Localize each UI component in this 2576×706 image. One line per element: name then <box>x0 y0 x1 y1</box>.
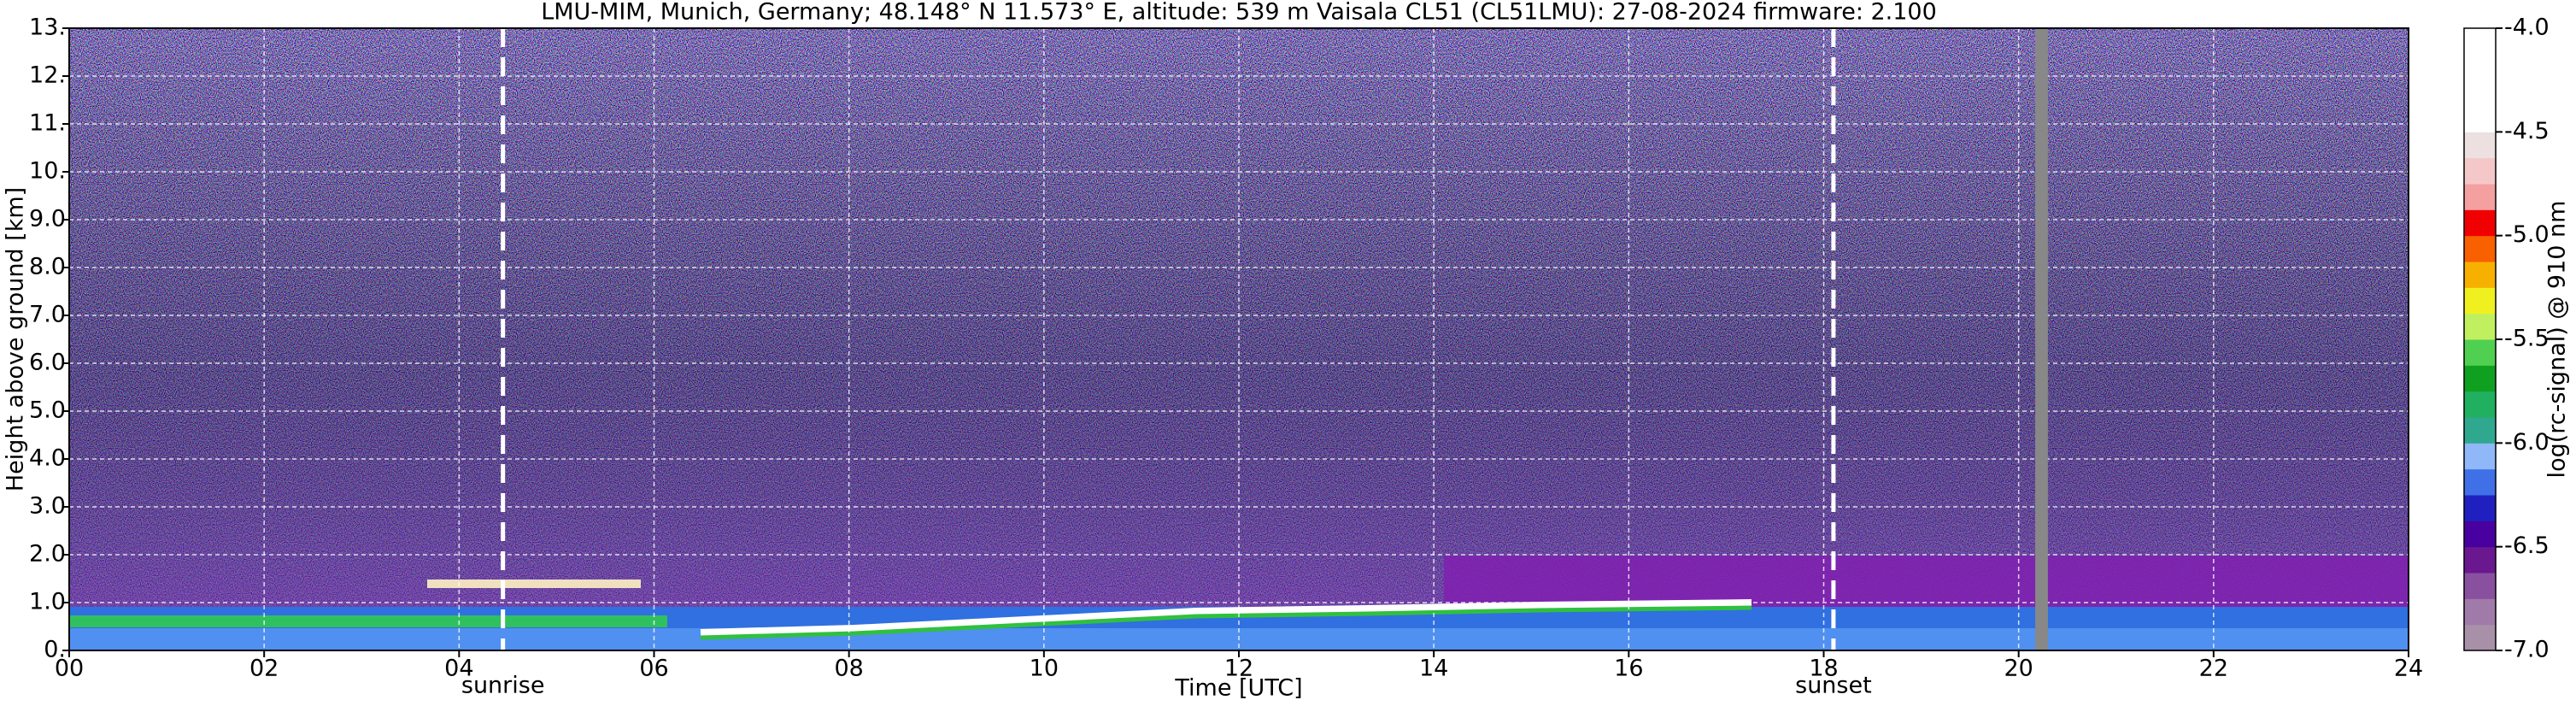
y-tick-label: 13. <box>29 15 66 41</box>
x-tick-label: 04 <box>444 656 473 682</box>
colorbar-segment <box>2464 235 2496 262</box>
colorbar-segment <box>2464 313 2496 340</box>
colorbar-segment <box>2464 157 2496 185</box>
colorbar-segment <box>2464 28 2496 55</box>
colorbar-segment <box>2464 546 2496 574</box>
colorbar-tick-label: -6.0 <box>2504 429 2550 456</box>
colorbar-segment <box>2464 365 2496 392</box>
colorbar-segment <box>2464 79 2496 107</box>
y-tick-label: 10. <box>29 158 66 185</box>
colorbar-segment <box>2464 106 2496 132</box>
colorbar-tick-label: -7.0 <box>2504 637 2550 663</box>
x-tick-label: 14 <box>1419 656 1448 682</box>
y-tick-label: 11. <box>29 110 66 137</box>
marks <box>501 28 2048 650</box>
data-gap <box>2035 28 2048 650</box>
x-tick-label: 18 <box>1809 656 1838 682</box>
x-tick-label: 00 <box>55 656 84 682</box>
y-tick-label: 8.0 <box>29 254 66 280</box>
y-tick-label: 6.0 <box>29 350 66 376</box>
colorbar-tick-label: -4.0 <box>2504 15 2550 41</box>
chart-title: LMU-MIM, Munich, Germany; 48.148° N 11.5… <box>541 0 1937 26</box>
y-tick-label: 2.0 <box>29 541 66 568</box>
y-tick-label: 4.0 <box>29 445 66 472</box>
x-tick-label: 24 <box>2394 656 2423 682</box>
annotation-label: sunset <box>1795 673 1872 699</box>
colorbar-segment <box>2464 391 2496 418</box>
colorbar-segment <box>2464 209 2496 237</box>
colorbar-tick-label: -6.5 <box>2504 532 2550 559</box>
colorbar-segment <box>2464 184 2496 210</box>
x-tick-label: 02 <box>249 656 279 682</box>
x-tick-label: 20 <box>2004 656 2033 682</box>
y-tick-label: 5.0 <box>29 397 66 424</box>
colorbar-segment <box>2464 417 2496 444</box>
colorbar-segment <box>2464 598 2496 626</box>
x-tick-label: 22 <box>2199 656 2228 682</box>
colorbar-segment <box>2464 468 2496 496</box>
colorbar-tick-label: -4.5 <box>2504 118 2550 144</box>
x-tick-label: 08 <box>834 656 863 682</box>
y-tick-label: 3.0 <box>29 493 66 520</box>
x-axis-label: Time [UTC] <box>1174 675 1302 702</box>
colorbar-segment <box>2464 495 2496 521</box>
colorbar-segment <box>2464 287 2496 315</box>
colorbar-segment <box>2464 262 2496 288</box>
colorbar-tick-label: -5.0 <box>2504 221 2550 248</box>
colorbar-label: log(rc-signal) @ 910 nm <box>2544 201 2571 479</box>
colorbar-segment <box>2464 624 2496 651</box>
colorbar-segment <box>2464 132 2496 159</box>
x-tick-label: 06 <box>639 656 668 682</box>
colorbar-segment <box>2464 443 2496 470</box>
y-tick-label: 12. <box>29 62 66 89</box>
x-tick-label: 10 <box>1030 656 1059 682</box>
colorbar-tick-label: -5.5 <box>2504 326 2550 352</box>
colorbar-segment <box>2464 573 2496 599</box>
annotation-label: sunrise <box>461 673 545 699</box>
y-tick-label: 0. <box>44 637 66 663</box>
x-tick-label: 12 <box>1224 656 1253 682</box>
y-tick-label: 9.0 <box>29 206 66 232</box>
colorbar-segment <box>2464 339 2496 366</box>
y-tick-label: 7.0 <box>29 302 66 328</box>
colorbar-segment <box>2464 54 2496 81</box>
colorbar-segment <box>2464 521 2496 548</box>
y-tick-label: 1.0 <box>29 589 66 615</box>
y-axis-label: Height above ground [km] <box>3 187 29 491</box>
x-tick-label: 16 <box>1614 656 1643 682</box>
